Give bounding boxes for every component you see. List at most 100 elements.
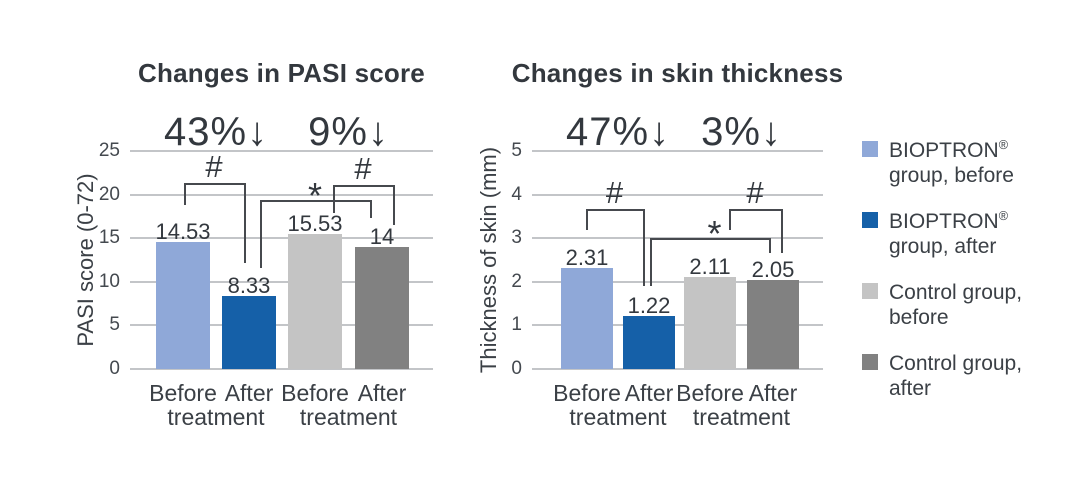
legend-label-line1: Control group,: [889, 281, 1023, 304]
bar-bioptron-before: [561, 268, 613, 369]
bar-bioptron-after: [222, 296, 276, 369]
y-tick-label: 15: [98, 227, 120, 249]
registered-mark: ®: [998, 138, 1008, 152]
x-shared-label: treatment: [167, 404, 265, 430]
y-tick-label: 25: [98, 140, 120, 161]
y-tick-label: 3: [511, 227, 522, 249]
percent-annotation: 3%↓: [701, 110, 782, 154]
significance-bracket-leg: [729, 209, 731, 230]
bar-value-label: 2.05: [751, 256, 795, 282]
significance-bracket: [586, 209, 645, 211]
percent-annotation: 9%↓: [308, 110, 389, 154]
y-tick-label: 1: [511, 314, 522, 336]
bar-value-label: 14: [369, 223, 395, 249]
significance-label: #: [205, 149, 223, 184]
x-tick-label: Before: [676, 380, 744, 406]
y-tick-label: 10: [98, 270, 120, 292]
legend-swatch-bioptron-before: [862, 141, 878, 157]
significance-label: #: [354, 151, 372, 186]
y-tick-label: 5: [109, 314, 120, 336]
gridline: [532, 193, 823, 196]
significance-bracket-leg: [586, 209, 588, 230]
bar-control-before: [684, 277, 736, 369]
gridline: [130, 193, 433, 196]
significance-label: *: [707, 213, 722, 254]
x-tick-label: After: [624, 380, 674, 406]
legend-label-line1: BIOPTRON®: [889, 138, 1008, 162]
significance-bracket: [333, 185, 395, 187]
y-tick-label: 2: [511, 270, 522, 292]
legend-item-bioptron-before: BIOPTRON® group, before: [862, 138, 1077, 188]
x-tick-label: After: [357, 380, 407, 406]
gridline: [130, 324, 433, 327]
x-shared-label: treatment: [299, 404, 398, 430]
gridline: [130, 280, 433, 283]
bar-bioptron-before: [156, 242, 210, 369]
significance-label: #: [605, 175, 624, 210]
chart-title: Changes in skin thickness: [511, 58, 844, 88]
gridline: [532, 150, 823, 152]
x-tick-label: Before: [553, 380, 621, 406]
legend-swatch-control-before: [862, 283, 878, 299]
x-shared-label: treatment: [692, 404, 791, 430]
bar-value-label: 1.22: [627, 292, 671, 318]
significance-bracket-leg: [781, 209, 783, 253]
gridline: [130, 368, 433, 370]
y-axis-label: Thickness of skin (mm): [476, 146, 501, 374]
significance-bracket-leg: [643, 209, 645, 286]
legend-label-line2: group, before: [889, 164, 1014, 187]
legend-label-line2: after: [889, 377, 932, 400]
gridline: [532, 368, 823, 370]
legend-label-line2: before: [889, 306, 949, 329]
significance-bracket: [729, 209, 783, 211]
bar-value-label: 8.33: [227, 273, 271, 299]
y-tick-label: 0: [511, 358, 522, 379]
gridline: [532, 324, 823, 327]
significance-bracket: [650, 238, 771, 240]
legend-swatch-control-after: [862, 354, 878, 370]
percent-annotation: 47%↓: [565, 110, 671, 154]
significance-bracket-leg: [333, 185, 335, 213]
x-tick-label: Before: [149, 380, 217, 406]
bar-value-label: 15.53: [287, 210, 343, 236]
chart-title: Changes in PASI score: [138, 58, 425, 88]
x-tick-label: Before: [281, 380, 349, 406]
registered-mark: ®: [998, 209, 1008, 223]
gridline: [130, 150, 433, 152]
x-tick-label: After: [748, 380, 798, 406]
y-tick-label: 20: [98, 183, 120, 205]
bar-control-before: [288, 233, 342, 369]
bar-bioptron-after: [623, 315, 675, 369]
legend-item-control-before: Control group, before: [862, 280, 1077, 330]
y-tick-label: 5: [511, 140, 522, 161]
significance-bracket-leg: [370, 200, 372, 218]
legend-label-line2: group, after: [889, 235, 997, 258]
bar-value-label: 2.31: [565, 245, 609, 271]
significance-bracket-leg: [650, 238, 652, 286]
legend-label-line1: Control group,: [889, 352, 1023, 375]
y-tick-label: 0: [109, 358, 120, 379]
percent-annotation: 43%↓: [163, 110, 269, 154]
legend: BIOPTRON® group, before BIOPTRON® group,…: [862, 138, 1077, 401]
legend-item-bioptron-after: BIOPTRON® group, after: [862, 209, 1077, 259]
significance-bracket-leg: [260, 200, 262, 268]
x-shared-label: treatment: [569, 404, 667, 430]
bar-value-label: 14.53: [155, 219, 211, 245]
significance-bracket: [184, 183, 246, 185]
gridline: [130, 237, 433, 240]
significance-bracket: [260, 200, 372, 202]
y-tick-label: 4: [511, 183, 522, 205]
bar-value-label: 2.11: [689, 254, 731, 280]
legend-item-control-after: Control group, after: [862, 351, 1077, 401]
significance-bracket-leg: [184, 183, 186, 205]
legend-label-line1: BIOPTRON®: [889, 209, 1008, 233]
bar-control-after: [355, 246, 409, 369]
significance-bracket-leg: [244, 183, 246, 263]
gridline: [532, 280, 823, 283]
significance-bracket-leg: [769, 238, 771, 253]
legend-swatch-bioptron-after: [862, 212, 878, 228]
significance-label: *: [307, 175, 323, 216]
